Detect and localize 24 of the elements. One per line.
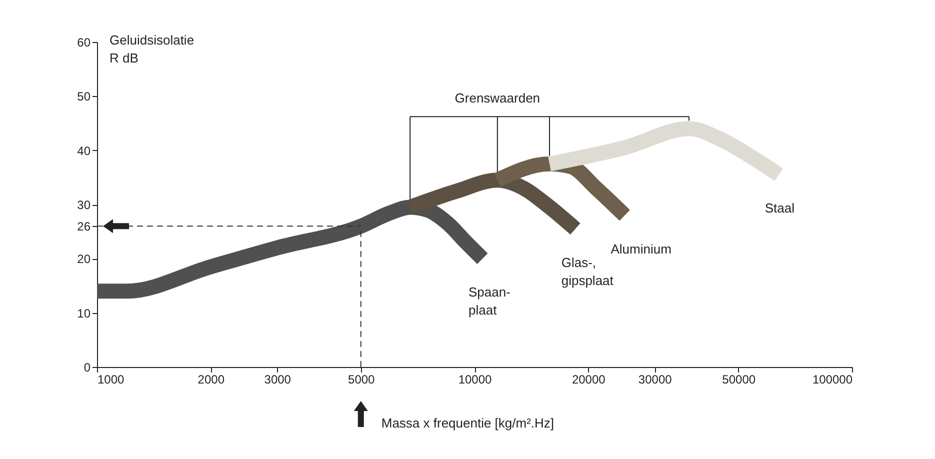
x-tick-label: 100000 bbox=[812, 372, 853, 386]
y-tick-label: 50 bbox=[77, 90, 91, 104]
x-tick-label: 20000 bbox=[572, 372, 606, 386]
text: Glas-, gipsplaat bbox=[561, 254, 614, 288]
text: Staal bbox=[764, 200, 795, 216]
text: Spaan- plaat bbox=[468, 284, 510, 318]
x-tick-label: 50000 bbox=[722, 372, 756, 386]
y-tick-label: 60 bbox=[77, 36, 91, 50]
x-tick-label: 30000 bbox=[638, 372, 672, 386]
x-axis-title: Massa x frequentie [kg/m².Hz] bbox=[381, 416, 554, 430]
y-tick-label: 0 bbox=[84, 360, 91, 374]
x-tick-label: 1000 bbox=[98, 372, 125, 386]
x-tick-label: 2000 bbox=[198, 372, 225, 386]
text: Aluminium bbox=[610, 241, 672, 256]
x-tick-label: 10000 bbox=[458, 372, 492, 386]
x-tick-label: 5000 bbox=[348, 372, 376, 386]
y-tick-label: 20 bbox=[77, 252, 91, 266]
y-tick-label: 10 bbox=[77, 306, 91, 320]
y-tick-label: 26 bbox=[77, 220, 91, 234]
annotation: Grenswaarden bbox=[454, 90, 540, 106]
y-tick-label: 30 bbox=[77, 198, 91, 212]
y-axis-title: Geluidsisolatie R dB bbox=[110, 32, 194, 66]
x-tick-label: 3000 bbox=[264, 372, 292, 386]
y-tick-label: 40 bbox=[77, 144, 91, 158]
